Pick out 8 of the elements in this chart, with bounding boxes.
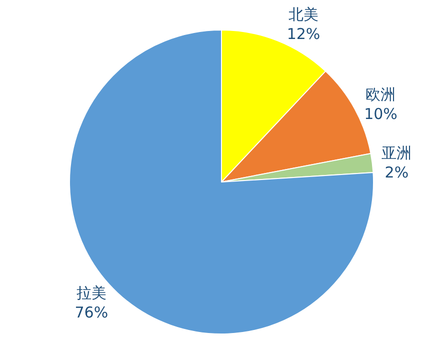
data-label: 12% [286,25,320,44]
data-label: 76% [74,304,108,322]
data-label: 10% [364,105,398,124]
slice-label: 北美 [288,6,318,24]
slice-label: 欧洲 [366,86,396,104]
slice-label: 拉美 [76,284,106,302]
data-label: 2% [384,163,409,182]
slice-label: 亚洲 [382,144,412,162]
